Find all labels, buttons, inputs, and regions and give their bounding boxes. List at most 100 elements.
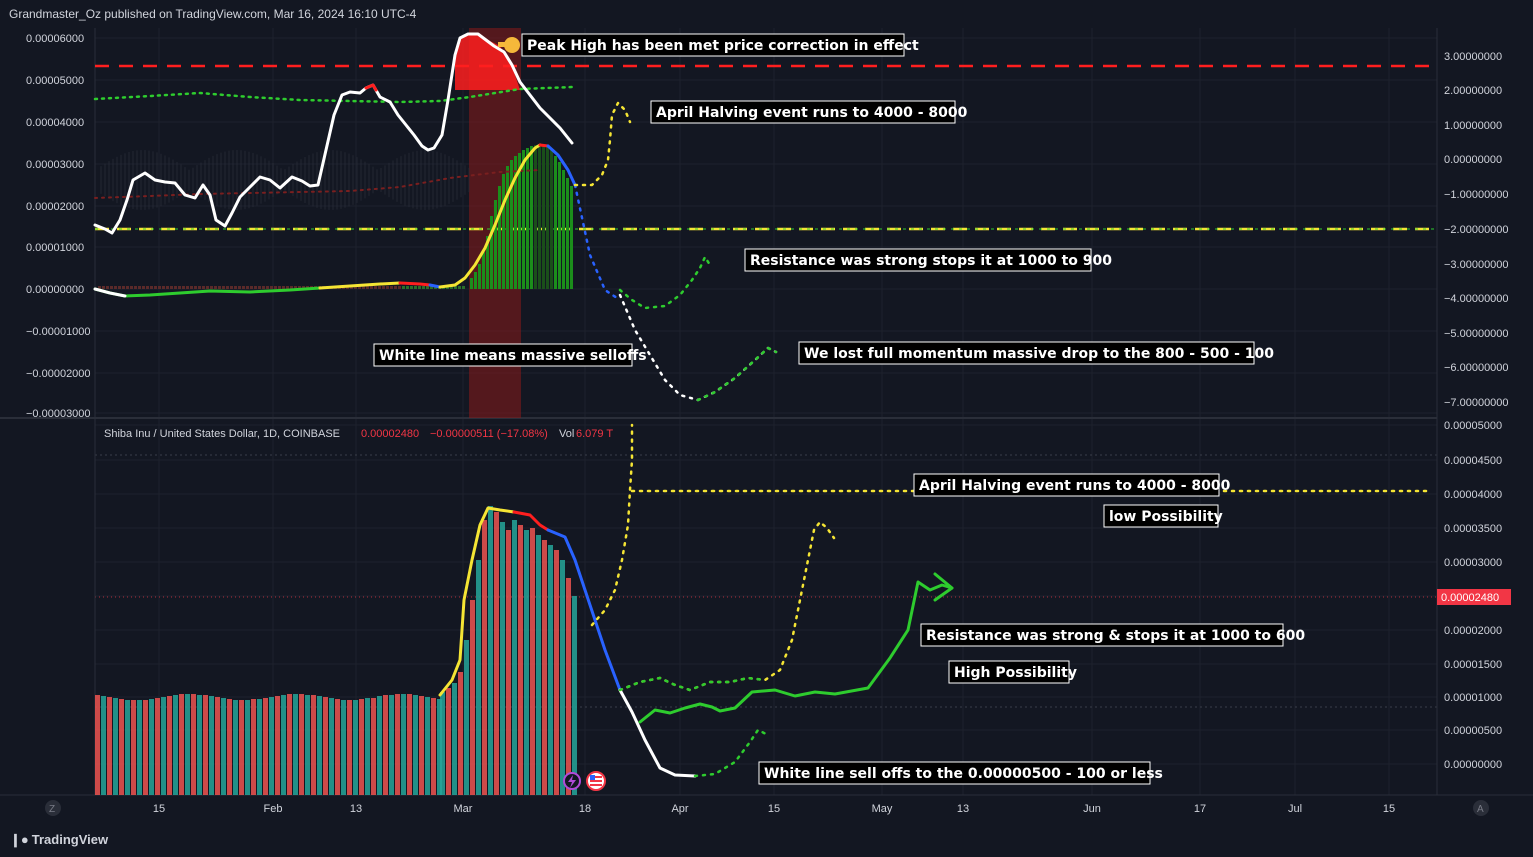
histogram-bar [114, 286, 117, 289]
price-bar [143, 700, 148, 795]
price-bar [383, 695, 388, 795]
projection-green-mid [618, 676, 767, 692]
histogram-bar [394, 286, 397, 289]
histogram-bar [290, 286, 293, 289]
price-bar [191, 694, 196, 795]
symbol-name: Shiba Inu / United States Dollar, 1D, CO… [104, 428, 340, 440]
price-bar [365, 698, 370, 795]
price-bar [371, 698, 376, 795]
histogram-bar [238, 286, 241, 289]
axis-tick-label: 3.00000000 [1444, 51, 1502, 63]
histogram-bar [282, 286, 285, 289]
background-bar [284, 169, 286, 191]
price-bar [518, 525, 523, 795]
tradingview-brand[interactable]: ❙● TradingView [10, 832, 108, 848]
axis-tick-label: 0.00005000 [26, 75, 84, 87]
histogram-bar [458, 286, 461, 289]
top-right-axis[interactable]: 3.00000000 2.00000000 1.00000000 0.00000000… [1444, 51, 1509, 409]
histogram-bar [130, 286, 133, 289]
price-bar [335, 699, 340, 795]
price-bar [209, 696, 214, 795]
peak-area [455, 34, 520, 90]
background-bar [312, 153, 314, 207]
price-bar [524, 530, 529, 795]
price-bar [173, 695, 178, 795]
axis-tick-label: 0.00001000 [26, 242, 84, 254]
background-bar [308, 155, 310, 205]
annotation-resistance-top-text: Resistance was strong stops it at 1000 t… [750, 253, 1112, 269]
background-bar [372, 166, 374, 194]
annotation-resistance-top[interactable]: Resistance was strong stops it at 1000 t… [744, 248, 1112, 272]
auto-scale-right-button[interactable]: A [1473, 800, 1489, 816]
annotation-low-possibility-text: low Possibility [1109, 509, 1223, 525]
symbol-info[interactable]: Shiba Inu / United States Dollar, 1D, CO… [104, 428, 613, 440]
background-bar [100, 166, 102, 194]
top-left-axis[interactable]: 0.00006000 0.00005000 0.00004000 0.00003000… [26, 33, 91, 420]
x-tick-label: 18 [579, 803, 591, 815]
oscillator-white-start [93, 287, 127, 298]
histogram-bar [126, 286, 129, 289]
axis-tick-label: −3.00000000 [1444, 259, 1509, 271]
axis-tick-label: 0.00000500 [1444, 725, 1502, 737]
annotation-white-line-selloffs-bottom[interactable]: White line sell offs to the 0.00000500 -… [758, 761, 1163, 785]
annotation-peak-high[interactable]: Peak High has been met price correction … [521, 33, 919, 57]
price-bar [512, 520, 517, 795]
histogram-bar [210, 286, 213, 289]
background-bar [448, 156, 450, 204]
annotation-white-line-selloffs[interactable]: White line means massive selloffs [373, 343, 647, 367]
price-bar [554, 550, 559, 795]
bottom-right-axis[interactable]: 0.00005000 0.00004500 0.00004000 0.00003500… [1444, 420, 1502, 771]
axis-tick-label: 1.00000000 [1444, 120, 1502, 132]
annotation-resistance-bottom[interactable]: Resistance was strong & stops it at 1000… [920, 623, 1305, 647]
background-bar [164, 155, 166, 205]
price-bar [155, 698, 160, 795]
background-bar [180, 164, 182, 196]
background-bar [336, 150, 338, 210]
histogram-bar [498, 186, 501, 289]
price-bar [329, 698, 334, 795]
background-bar [452, 158, 454, 202]
histogram-bar [422, 286, 425, 289]
histogram-bar [258, 286, 261, 289]
lightning-icon[interactable] [563, 772, 581, 790]
top-panel-series [93, 32, 778, 402]
histogram-bar [154, 286, 157, 289]
annotation-halving-top[interactable]: April Halving event runs to 4000 - 8000 [650, 100, 968, 124]
annotation-lost-momentum[interactable]: We lost full momentum massive drop to th… [798, 341, 1274, 365]
axis-tick-label: −0.00003000 [26, 408, 91, 420]
price-bar [446, 688, 451, 795]
histogram-bar [398, 286, 401, 289]
price-bar [542, 540, 547, 795]
histogram-bar [426, 286, 429, 289]
histogram-bar [278, 286, 281, 289]
x-tick-label: Mar [454, 803, 473, 815]
background-bar [432, 150, 434, 210]
background-bar [416, 150, 418, 210]
trend-line-white [618, 688, 697, 778]
price-bar [299, 694, 304, 795]
last-price-text: 0.00002480 [1441, 592, 1499, 604]
histogram-bar [230, 286, 233, 289]
price-bar [530, 528, 535, 795]
annotation-high-possibility[interactable]: High Possibility [948, 660, 1077, 684]
price-bar [257, 699, 262, 795]
price-bar [233, 700, 238, 795]
symbol-change: −0.00000511 (−17.08%) [430, 428, 548, 440]
background-bar [128, 151, 130, 209]
chart-canvas[interactable]: Peak High has been met price correction … [0, 0, 1533, 822]
axis-tick-label: 0.00004500 [1444, 455, 1502, 467]
us-flag-icon[interactable] [586, 771, 606, 791]
histogram-bar [450, 286, 453, 289]
histogram-bar [382, 286, 385, 289]
axis-tick-label: −0.00002000 [26, 368, 91, 380]
histogram-bar [358, 286, 361, 289]
annotation-low-possibility[interactable]: low Possibility [1103, 504, 1223, 528]
auto-scale-left-button[interactable]: Z [45, 800, 61, 816]
background-bar [304, 156, 306, 204]
trend-line-yellow [438, 506, 516, 697]
annotation-halving-bottom[interactable]: April Halving event runs to 4000 - 8000 [913, 473, 1231, 497]
time-axis[interactable]: 15 Feb 13 Mar 18 Apr 15 May 13 Jun 17 Jul 15 [153, 803, 1395, 815]
histogram-bar [234, 286, 237, 289]
x-tick-label: 17 [1194, 803, 1206, 815]
histogram-bar [270, 286, 273, 289]
